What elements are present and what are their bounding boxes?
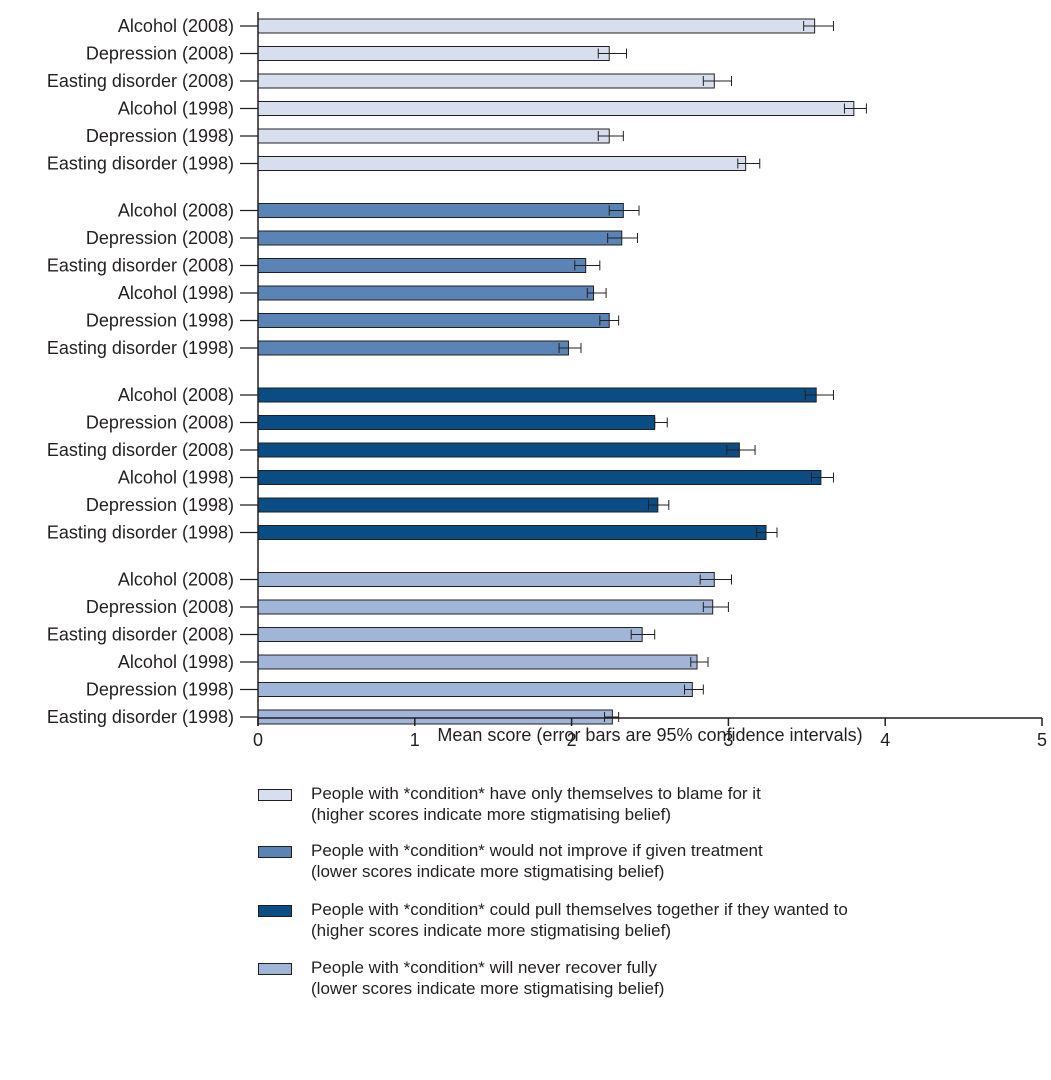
- bar-g3-6: [257, 525, 767, 540]
- error-bar-g2-2: [607, 233, 638, 243]
- category-label: Easting disorder (1998): [47, 154, 234, 174]
- error-bar-g4-6: [604, 712, 620, 722]
- bar-g2-6: [257, 340, 569, 356]
- legend-swatch: [258, 846, 292, 858]
- x-tick-label: 0: [253, 730, 263, 750]
- category-label: Easting disorder (2008): [47, 440, 234, 460]
- bar-g2-4: [257, 285, 595, 301]
- category-label: Alcohol (1998): [118, 652, 234, 672]
- bar-g2-1: [257, 203, 624, 218]
- error-bar-g3-3: [726, 445, 756, 455]
- category-label: Depression (2008): [86, 413, 234, 433]
- legend-swatch: [258, 905, 292, 917]
- category-label: Easting disorder (2008): [47, 71, 234, 91]
- error-bar-g2-5: [599, 315, 620, 326]
- bar-g4-6: [257, 709, 613, 725]
- x-tick-label: 4: [880, 730, 890, 750]
- error-bar-g3-6: [756, 527, 778, 538]
- bar-g4-3: [257, 627, 643, 642]
- bar-g3-1: [257, 387, 817, 403]
- error-bar-g1-5: [597, 131, 624, 141]
- error-bar-g1-3: [702, 76, 733, 86]
- bar-g4-4: [257, 654, 698, 670]
- error-bar-g1-6: [737, 158, 761, 169]
- legend-label: People with *condition* have only themse…: [311, 784, 761, 824]
- category-label: Easting disorder (2008): [47, 625, 234, 645]
- error-bar-g1-1: [803, 21, 834, 31]
- category-label: Alcohol (1998): [118, 99, 234, 119]
- error-bar-g4-2: [702, 602, 729, 612]
- error-bar-g3-1: [804, 390, 834, 400]
- category-label: Depression (1998): [86, 495, 234, 515]
- legend-swatch: [258, 963, 292, 975]
- bar-g3-5: [257, 497, 659, 513]
- error-bar-g2-1: [608, 205, 640, 216]
- error-bar-g2-6: [558, 343, 582, 353]
- bar-g1-1: [257, 18, 816, 34]
- x-tick-label: 3: [723, 730, 733, 750]
- category-label: Alcohol (2008): [118, 201, 234, 221]
- axes: 0 1 2 3 4 5: [240, 12, 1047, 750]
- error-bar-g2-3: [574, 260, 601, 271]
- error-bar-g4-3: [630, 629, 656, 640]
- bar-g1-5: [257, 128, 610, 144]
- bar-g1-6: [257, 156, 747, 171]
- category-label: Depression (2008): [86, 228, 234, 248]
- x-tick-label: 5: [1037, 730, 1047, 750]
- x-tick-label: 2: [567, 730, 577, 750]
- bar-chart: Alcohol (2008) Depression (2008) Easting d…: [47, 12, 1047, 750]
- bar-g3-2: [257, 415, 656, 430]
- bar-g4-1: [257, 572, 715, 587]
- category-label: Depression (2008): [86, 597, 234, 617]
- category-labels: Alcohol (2008) Depression (2008) Easting d…: [47, 16, 234, 727]
- category-label: Alcohol (1998): [118, 283, 234, 303]
- bar-g2-5: [257, 313, 610, 328]
- bar-g3-3: [257, 442, 740, 458]
- error-bar-g4-1: [699, 574, 733, 585]
- category-label: Depression (2008): [86, 44, 234, 64]
- error-bar-g1-4: [843, 103, 867, 114]
- category-label: Alcohol (2008): [118, 16, 234, 36]
- bar-g2-3: [257, 258, 587, 273]
- category-label: Alcohol (2008): [118, 570, 234, 590]
- bar-g3-4: [257, 470, 822, 485]
- bar-g2-2: [257, 230, 623, 246]
- error-bar-g1-2: [597, 48, 627, 59]
- error-bar-g4-4: [690, 657, 709, 667]
- category-label: Easting disorder (1998): [47, 707, 234, 727]
- category-label: Depression (1998): [86, 126, 234, 146]
- x-axis-label: Mean score (error bars are 95% confidenc…: [437, 725, 862, 745]
- legend-label: People with *condition* will never recov…: [311, 958, 665, 998]
- category-label: Easting disorder (1998): [47, 523, 234, 543]
- error-bar-g3-5: [647, 500, 670, 510]
- legend-label: People with *condition* could pull thems…: [311, 900, 848, 940]
- error-bar-g3-4: [811, 472, 834, 483]
- error-bar-g2-4: [586, 288, 607, 298]
- bars-layer: [257, 18, 867, 725]
- bar-g1-2: [257, 46, 610, 61]
- legend-swatch: [258, 789, 292, 801]
- category-label: Alcohol (1998): [118, 468, 234, 488]
- bar-g1-3: [257, 73, 715, 89]
- category-label: Easting disorder (1998): [47, 338, 234, 358]
- category-label: Depression (1998): [86, 311, 234, 331]
- error-bar-g3-2: [654, 417, 668, 428]
- bar-g1-4: [257, 101, 855, 116]
- bar-g4-2: [257, 599, 714, 615]
- error-bar-g4-5: [683, 684, 704, 695]
- category-label: Easting disorder (2008): [47, 256, 234, 276]
- bar-g4-5: [257, 682, 693, 697]
- x-tick-label: 1: [410, 730, 420, 750]
- category-label: Depression (1998): [86, 680, 234, 700]
- category-label: Alcohol (2008): [118, 385, 234, 405]
- legend-label: People with *condition* would not improv…: [311, 841, 763, 881]
